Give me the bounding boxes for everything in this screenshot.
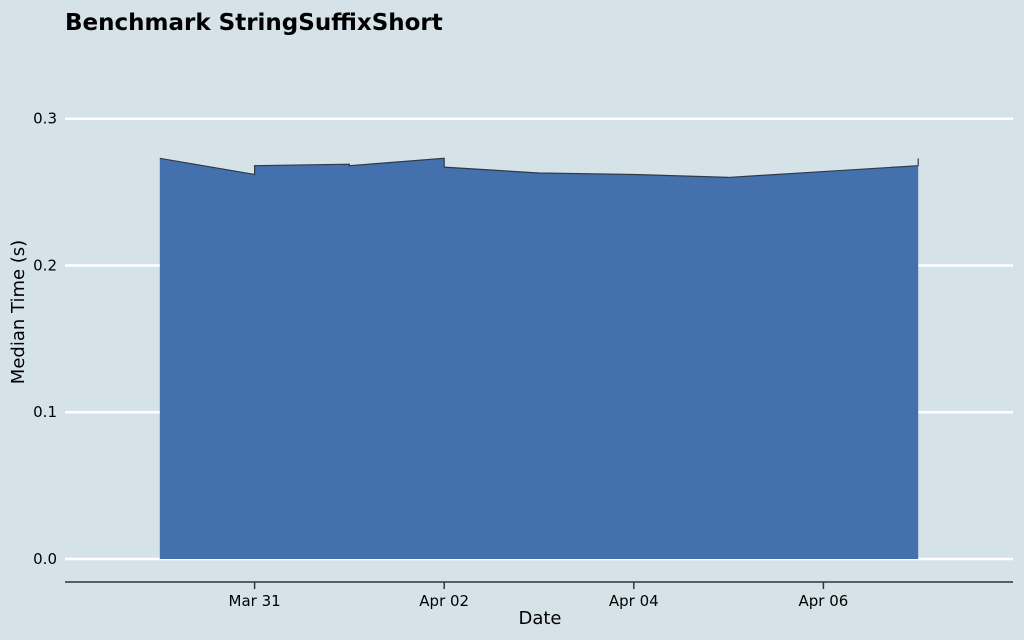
area-layer [159, 157, 919, 560]
y-tick-labels: 0.0 0.1 0.2 0.3 [33, 110, 57, 568]
x-tick-label: Apr 06 [798, 592, 848, 610]
x-ticks: Mar 31 Apr 02 Apr 04 Apr 06 [229, 582, 848, 610]
x-tick-label: Apr 04 [609, 592, 659, 610]
chart-title: Benchmark StringSuffixShort [65, 10, 443, 36]
y-tick-label: 0.3 [33, 110, 57, 128]
y-tick-label: 0.1 [33, 403, 57, 421]
x-tick-label: Mar 31 [229, 592, 281, 610]
y-axis-label: Median Time (s) [8, 240, 29, 384]
area-series [159, 158, 919, 560]
x-tick-label: Apr 02 [419, 592, 469, 610]
y-tick-label: 0.2 [33, 256, 57, 274]
series-line [159, 157, 919, 179]
x-axis-label: Date [518, 608, 561, 629]
y-tick-label: 0.0 [33, 550, 57, 568]
